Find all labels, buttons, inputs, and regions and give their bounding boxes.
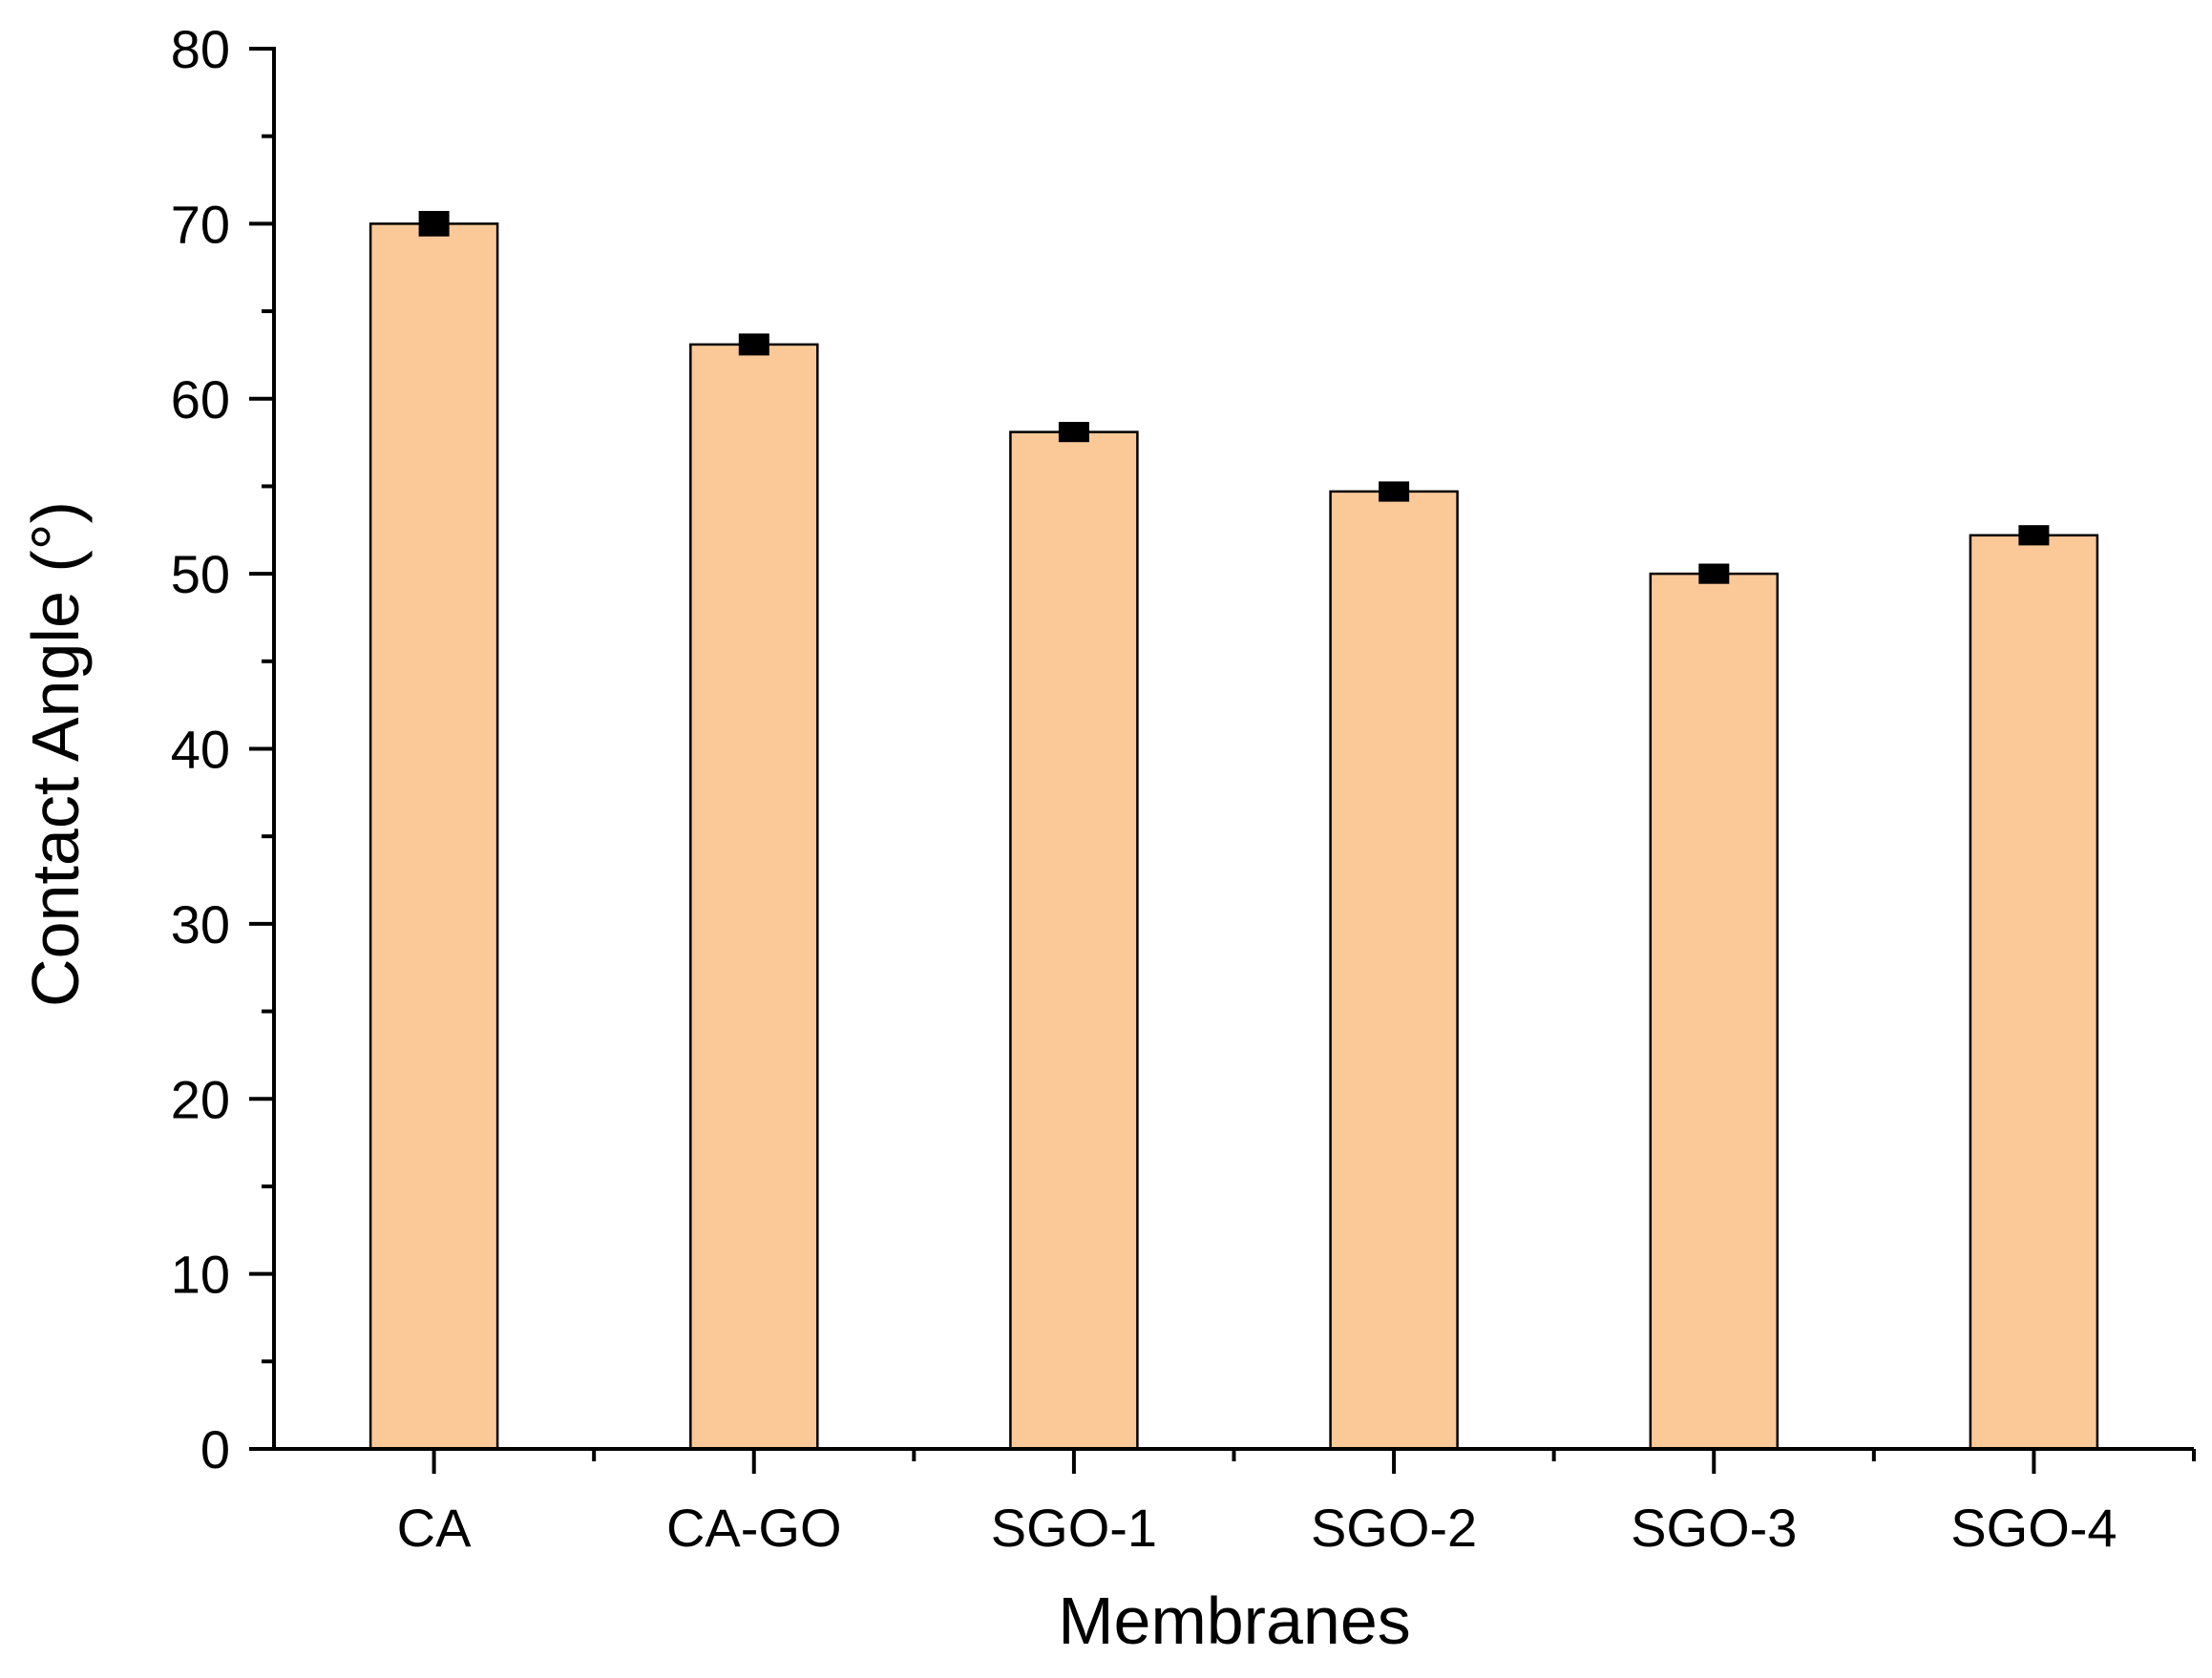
y-tick-label: 60 [171, 369, 230, 430]
y-tick-label: 20 [171, 1069, 230, 1129]
error-bar-ca-go [738, 333, 769, 356]
bar-sgo-3 [1649, 572, 1780, 1451]
x-tick-label-ca-go: CA-GO [666, 1498, 842, 1558]
y-tick-label: 50 [171, 544, 230, 604]
y-tick-label: 70 [171, 194, 230, 254]
bar-sgo-2 [1329, 490, 1459, 1451]
error-bars-layer [418, 211, 2050, 584]
y-tick-label: 0 [200, 1419, 230, 1479]
x-tick-label-ca: CA [397, 1498, 472, 1558]
y-axis-title: Contact Angle (°) [18, 501, 93, 1007]
y-tick-label: 10 [171, 1245, 230, 1305]
x-axis-title: Membranes [1058, 1584, 1411, 1658]
x-tick-label-sgo-1: SGO-1 [991, 1498, 1157, 1558]
x-tick-label-sgo-3: SGO-3 [1631, 1498, 1797, 1558]
error-bar-ca [418, 211, 450, 237]
y-tick-label: 40 [171, 720, 230, 780]
error-bar-sgo-2 [1379, 481, 1410, 502]
x-tick-label-sgo-2: SGO-2 [1311, 1498, 1477, 1558]
error-bar-sgo-1 [1058, 422, 1089, 443]
y-tick-label: 30 [171, 894, 230, 954]
axes-layer [249, 47, 2196, 1474]
bar-sgo-1 [1009, 430, 1139, 1451]
y-tick-label: 80 [171, 19, 230, 79]
bar-ca [369, 222, 499, 1451]
x-tick-label-sgo-4: SGO-4 [1950, 1498, 2117, 1558]
error-bar-sgo-4 [2018, 525, 2050, 546]
bar-ca-go [689, 343, 819, 1451]
bars-layer [369, 222, 2099, 1451]
labels-layer: Membranes Contact Angle (°) 0 10 20 30 40 50 6… [18, 19, 2117, 1658]
error-bar-sgo-3 [1698, 563, 1730, 584]
bar-sgo-4 [1969, 534, 2099, 1451]
